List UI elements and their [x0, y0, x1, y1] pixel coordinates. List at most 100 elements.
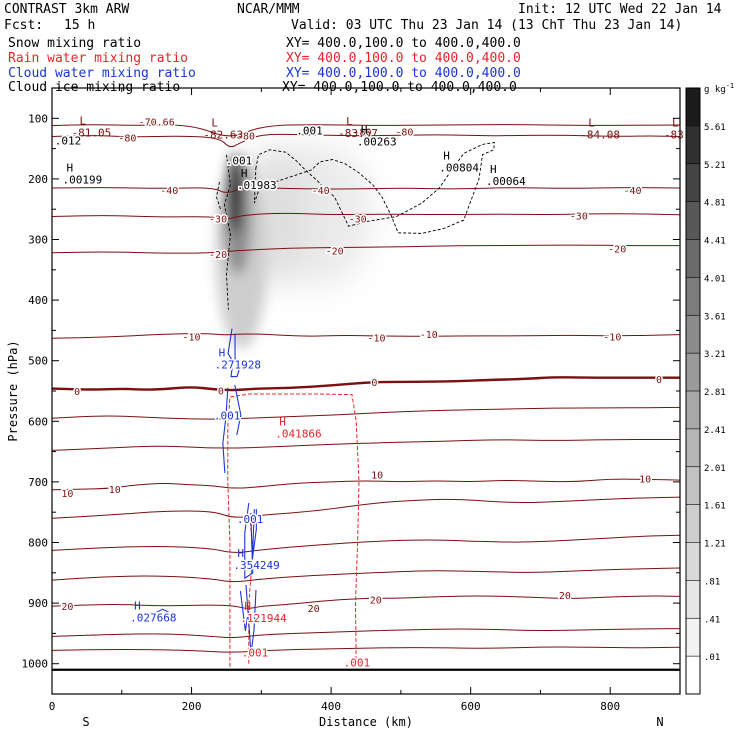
cloud-water-value-label: .271928: [215, 359, 261, 372]
cloud-ice-value-label: .00804: [439, 162, 479, 175]
colorbar-bin: [686, 239, 700, 278]
temperature-contour-label: -80: [237, 131, 255, 142]
cloud-ice-high-marker: H: [241, 167, 248, 180]
y-tick-label: 200: [28, 173, 48, 186]
init-time: Init: 12 UTC Wed 22 Jan 14: [518, 2, 722, 17]
temperature-contour-label: -20: [326, 246, 344, 257]
temperature-contour-label: 20: [61, 602, 73, 613]
temperature-contour-label: -10: [603, 332, 621, 343]
colorbar-label: 1.61: [704, 502, 726, 512]
cloud-water-high-marker: H: [237, 547, 244, 560]
colorbar-bin: [686, 163, 700, 202]
temperature-contour-label: 20: [308, 604, 320, 615]
rain-water-value-label: .041866: [275, 428, 321, 441]
colorbar-bin: [686, 391, 700, 429]
temperature-contour-line: [52, 567, 680, 583]
colorbar-label: 4.81: [704, 199, 726, 209]
colorbar: .01 .41 .81 1.21 1.61 2.01 2.41 2.81 3.21 3.61 4.0…: [685, 82, 734, 695]
cloud-water-contours: [156, 328, 257, 655]
y-tick-label: 300: [28, 234, 48, 247]
temperature-contour-label: -30: [570, 211, 588, 222]
x-tick-label: 400: [321, 700, 341, 713]
colorbar-bin: [686, 88, 700, 126]
temperature-contour-label: -80: [353, 128, 371, 139]
colorbar-label: 1.21: [704, 540, 726, 550]
temperature-contour-label: 20: [559, 591, 571, 602]
snow-core-peak: [226, 154, 243, 235]
rain-water-contour: [248, 513, 254, 664]
cloud-water-contour: [227, 328, 241, 378]
temperature-contour-label: -30: [349, 214, 367, 225]
contour-labels: -70.66-80-80 -80-80-40 -40 -40-30 -30 -30-20-…: [52, 114, 697, 671]
cloud-water-value-label: .354249: [233, 559, 279, 572]
colorbar-bin: [686, 580, 700, 619]
cloud-water-contour: [251, 509, 257, 560]
colorbar-bin: [686, 618, 700, 657]
cloud-water-value-label: .001: [237, 513, 264, 526]
cloud-ice-value-label: .001: [226, 154, 253, 167]
temperature-contour-line: [52, 439, 680, 451]
temperature-contour-label: -20: [209, 250, 227, 261]
temperature-contour-label: -80: [395, 128, 413, 139]
temperature-contour-line: [52, 595, 680, 609]
temperature-low-marker: L: [672, 116, 679, 129]
cloud-water-high-marker: H: [219, 347, 226, 360]
endpoint-north-label: N: [656, 715, 663, 729]
temperature-low-value: -84.08: [580, 128, 620, 141]
colorbar-label: 2.01: [704, 464, 726, 474]
y-tick-label: 800: [28, 537, 48, 550]
temperature-contour-label: -40: [160, 186, 178, 197]
colorbar-label: 2.41: [704, 426, 726, 436]
temperature-contour-line: [52, 133, 680, 148]
temperature-contour-label: -70.66: [139, 117, 175, 128]
temperature-contour-label: 10: [61, 489, 73, 500]
temperature-contour-label: 0: [74, 387, 80, 398]
x-axis-title: Distance (km): [319, 715, 413, 729]
rain-water-contour: [227, 393, 360, 667]
x-tick-label: 600: [461, 700, 481, 713]
cloud-ice-value-label: .00199: [62, 174, 102, 187]
colorbar-label: 3.21: [704, 350, 726, 360]
colorbar-label: 2.81: [704, 388, 726, 398]
colorbar-label: 5.21: [704, 161, 726, 171]
colorbar-bin: [686, 542, 700, 581]
temperature-contour-label: 20: [370, 595, 382, 606]
temperature-contour-line: [52, 478, 680, 491]
cloud-water-value-label: .027668: [130, 611, 176, 624]
valid-time: Valid: 03 UTC Thu 23 Jan 14 (13 ChT Thu …: [291, 18, 683, 33]
colorbar-label: 4.01: [704, 274, 726, 284]
temperature-contour-line: [52, 333, 680, 339]
x-tick-label: 200: [182, 700, 202, 713]
field-label-cloud-water: Cloud water mixing ratio: [8, 66, 196, 81]
cloud-ice-contour: [216, 181, 221, 210]
field-xy-rain: XY= 400.0,100.0 to 400.0,400.0: [286, 51, 521, 66]
colorbar-bin: [686, 466, 700, 505]
temperature-contour-line: [52, 646, 680, 653]
organization-label: NCAR/MMM: [237, 2, 300, 17]
field-label-rain: Rain water mixing ratio: [8, 51, 189, 66]
temperature-contour-label: -10: [367, 334, 385, 345]
temperature-contour-label: -40: [312, 186, 330, 197]
y-tick-label: 700: [28, 476, 48, 489]
temperature-contours: [52, 124, 680, 653]
temperature-contour-line: [52, 124, 680, 137]
colorbar-label: 3.61: [704, 312, 726, 322]
temperature-low-marker: L: [211, 116, 218, 129]
rain-water-high-marker: H: [279, 416, 286, 429]
cloud-ice-contours: [216, 141, 495, 310]
y-tick-label: 900: [28, 597, 48, 610]
rain-water-high-marker: H: [244, 600, 251, 613]
colorbar-bin: [686, 201, 700, 240]
temperature-low-marker: L: [80, 114, 87, 127]
field-label-snow: Snow mixing ratio: [8, 36, 142, 51]
cloud-water-contour: [222, 387, 229, 474]
colorbar-label: 5.61: [704, 123, 726, 133]
temperature-low-value: -82.63: [203, 128, 243, 141]
temperature-contour-line: [52, 187, 680, 193]
rain-water-value-label: .001: [242, 646, 269, 659]
cloud-ice-high-marker: H: [66, 162, 73, 175]
y-tick-label: 500: [28, 355, 48, 368]
colorbar-bin: [686, 125, 700, 164]
colorbar-label: .01: [704, 653, 720, 663]
y-axis-title: Pressure (hPa): [6, 340, 20, 441]
